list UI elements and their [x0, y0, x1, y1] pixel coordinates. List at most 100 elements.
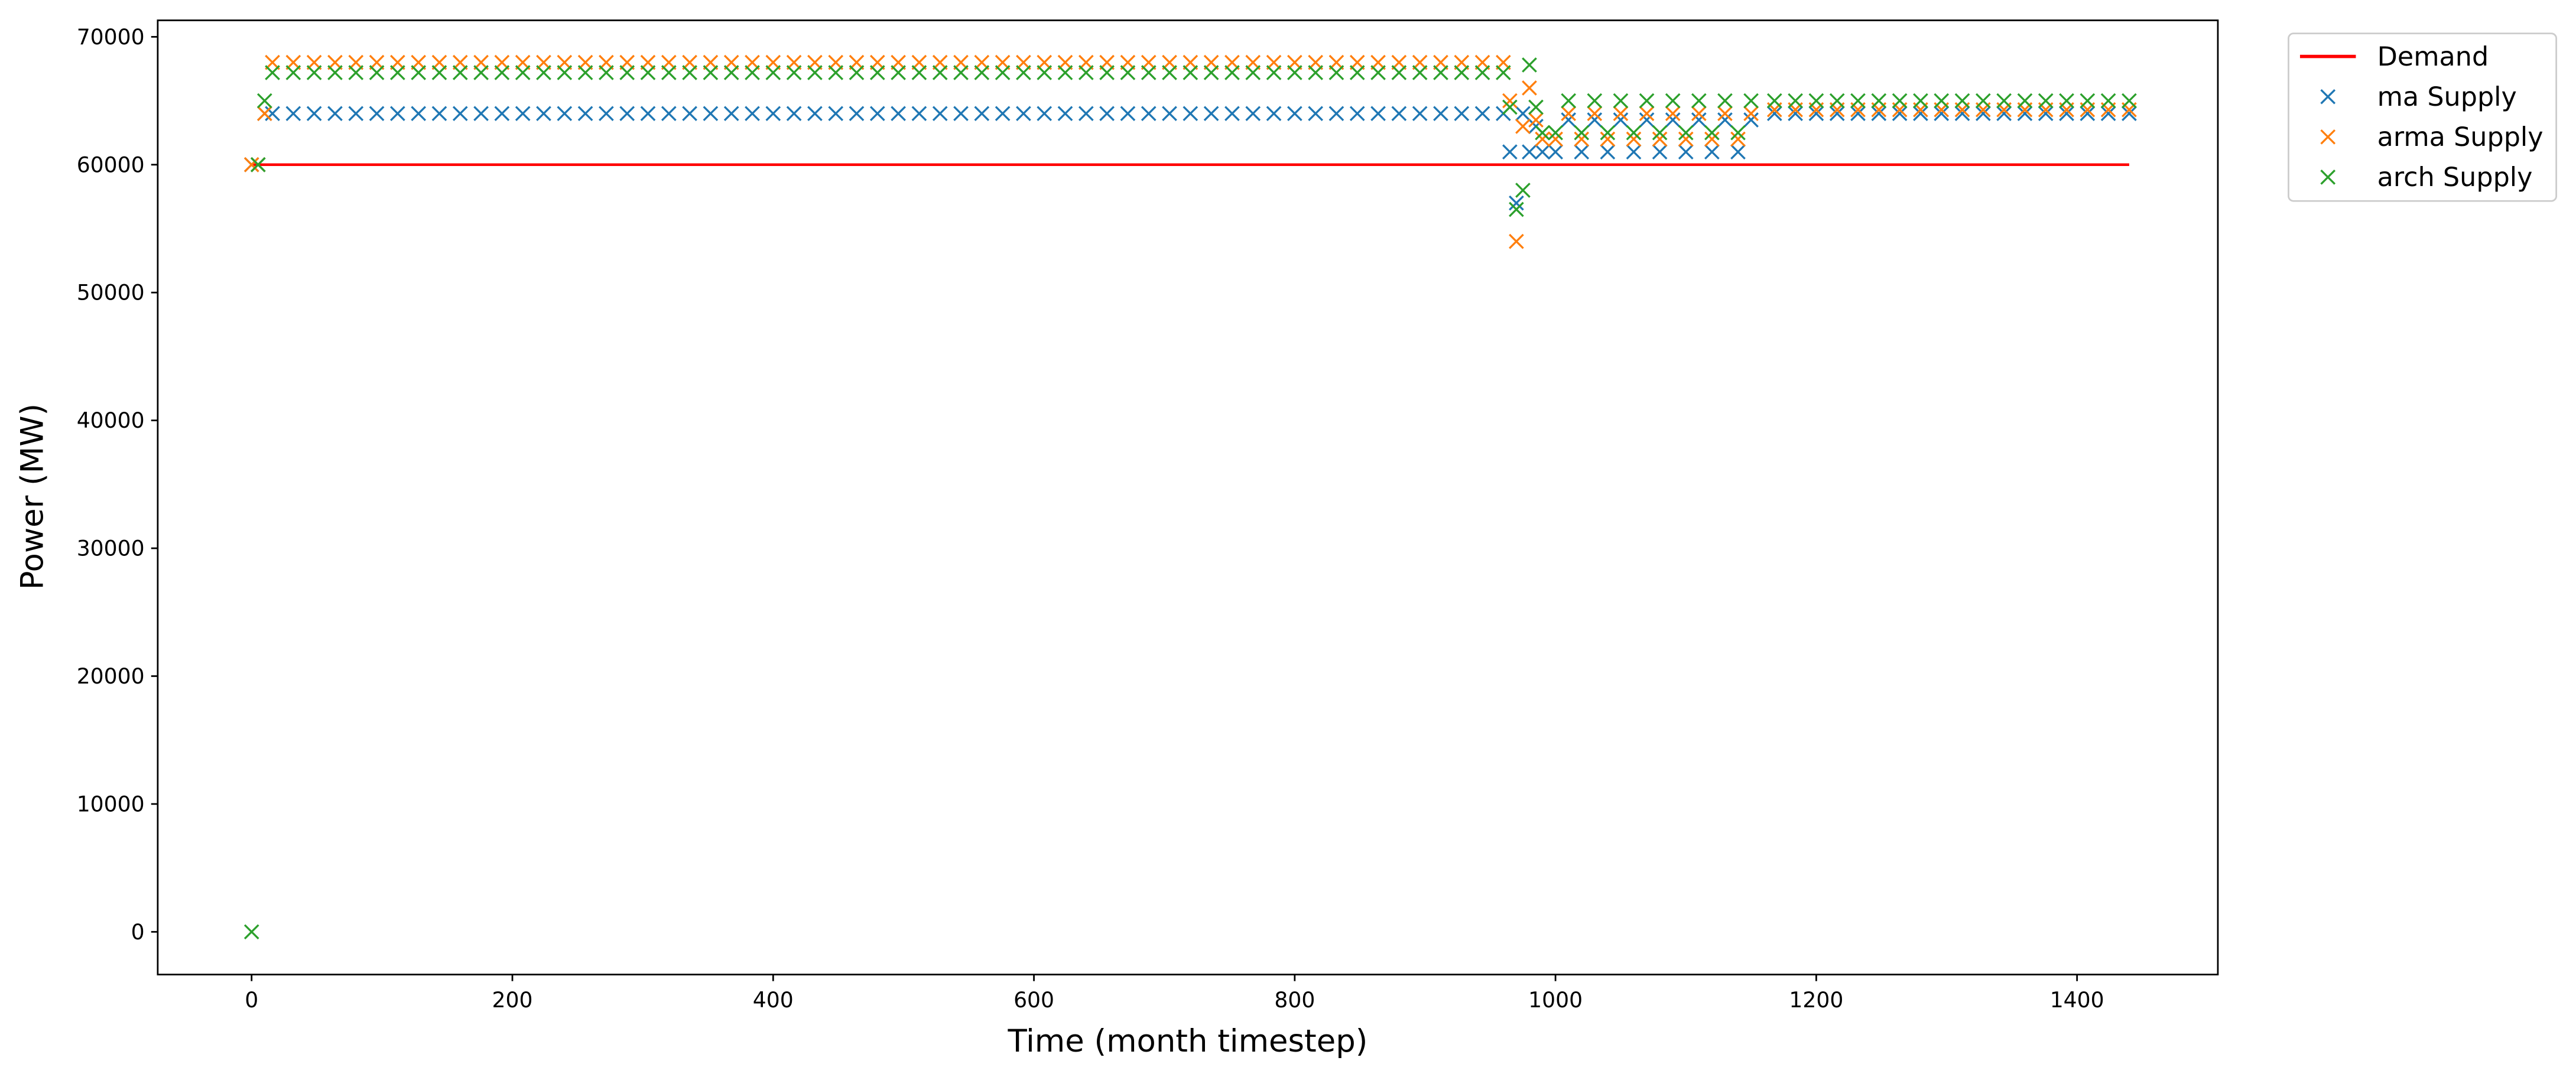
supply-marker — [1245, 65, 1261, 80]
supply-marker — [1078, 65, 1094, 80]
supply-marker — [1574, 144, 1590, 160]
supply-marker — [1548, 144, 1563, 160]
supply-marker — [1788, 93, 1803, 109]
y-tick-label: 70000 — [77, 24, 145, 50]
supply-marker — [1626, 131, 1642, 147]
supply-marker — [431, 65, 447, 80]
supply-marker — [1975, 106, 1991, 122]
supply-marker — [1515, 118, 1531, 134]
supply-marker — [1766, 93, 1782, 109]
supply-marker — [348, 106, 364, 122]
x-axis-label: Time (month timestep) — [1008, 1023, 1368, 1059]
supply-marker — [1626, 144, 1642, 160]
supply-marker — [1652, 131, 1668, 147]
supply-marker — [703, 65, 719, 80]
supply-marker — [1808, 106, 1824, 122]
supply-marker — [1704, 144, 1720, 160]
supply-marker — [1349, 65, 1365, 80]
supply-marker — [431, 106, 447, 122]
supply-marker — [2100, 93, 2116, 109]
supply-marker — [1678, 131, 1694, 147]
supply-marker — [869, 106, 885, 122]
supply-marker — [2038, 93, 2054, 109]
y-tick-label: 0 — [131, 919, 145, 945]
supply-marker — [1743, 93, 1759, 109]
supply-marker — [1522, 144, 1537, 160]
supply-marker — [1561, 106, 1577, 122]
supply-marker — [1613, 93, 1629, 109]
plot-area — [243, 54, 2137, 940]
supply-marker — [849, 106, 865, 122]
supply-marker — [2100, 106, 2116, 122]
supply-marker — [1203, 65, 1219, 80]
supply-marker — [1391, 65, 1407, 80]
supply-marker — [1913, 93, 1928, 109]
supply-marker — [1717, 93, 1733, 109]
legend-frame — [2288, 32, 2558, 202]
supply-marker — [2017, 106, 2033, 122]
supply-marker — [411, 106, 427, 122]
supply-marker — [1808, 93, 1824, 109]
supply-marker — [577, 65, 593, 80]
supply-marker — [348, 65, 364, 80]
supply-marker — [1704, 125, 1720, 141]
supply-marker — [786, 106, 802, 122]
supply-marker — [577, 106, 593, 122]
supply-marker — [1509, 201, 1524, 217]
supply-marker — [1587, 106, 1603, 122]
supply-marker — [995, 65, 1011, 80]
supply-marker — [703, 106, 719, 122]
supply-marker — [1704, 131, 1720, 147]
supply-marker — [1975, 93, 1991, 109]
supply-marker — [494, 65, 510, 80]
supply-marker — [327, 106, 343, 122]
supply-marker — [1454, 65, 1470, 80]
supply-marker — [1934, 93, 1950, 109]
x-tick-label: 0 — [245, 987, 258, 1013]
supply-marker — [1099, 106, 1115, 122]
supply-marker — [1120, 65, 1136, 80]
supply-marker — [974, 65, 990, 80]
supply-marker — [2017, 93, 2033, 109]
supply-marker — [1587, 112, 1603, 128]
supply-marker — [661, 106, 677, 122]
supply-marker — [1057, 65, 1073, 80]
supply-marker — [1474, 65, 1490, 80]
supply-marker — [1717, 112, 1733, 128]
supply-marker — [1224, 65, 1240, 80]
supply-marker — [1665, 93, 1681, 109]
supply-marker — [1691, 93, 1707, 109]
supply-marker — [1788, 106, 1803, 122]
supply-marker — [1600, 144, 1616, 160]
supply-marker — [807, 65, 823, 80]
supply-marker — [369, 65, 385, 80]
supply-marker — [786, 65, 802, 80]
supply-marker — [1535, 144, 1550, 160]
supply-marker — [369, 106, 385, 122]
supply-marker — [1433, 65, 1448, 80]
supply-marker — [1162, 65, 1177, 80]
supply-marker — [1850, 106, 1866, 122]
supply-marker — [1996, 93, 2012, 109]
supply-marker — [250, 157, 266, 173]
supply-marker — [1509, 195, 1524, 211]
supply-marker — [1120, 106, 1136, 122]
supply-marker — [1016, 106, 1031, 122]
supply-marker — [1743, 106, 1759, 122]
supply-marker — [661, 65, 677, 80]
supply-marker — [1528, 99, 1544, 115]
supply-marker — [1639, 106, 1655, 122]
supply-marker — [1454, 106, 1470, 122]
x-tick-label: 1400 — [2050, 987, 2104, 1013]
supply-marker — [995, 106, 1011, 122]
supply-marker — [256, 93, 272, 109]
supply-marker — [1183, 106, 1198, 122]
supply-marker — [327, 65, 343, 80]
supply-marker — [1099, 65, 1115, 80]
x-tick-label: 600 — [1013, 987, 1054, 1013]
supply-marker — [1370, 106, 1386, 122]
supply-marker — [243, 157, 259, 173]
supply-marker — [1871, 106, 1887, 122]
